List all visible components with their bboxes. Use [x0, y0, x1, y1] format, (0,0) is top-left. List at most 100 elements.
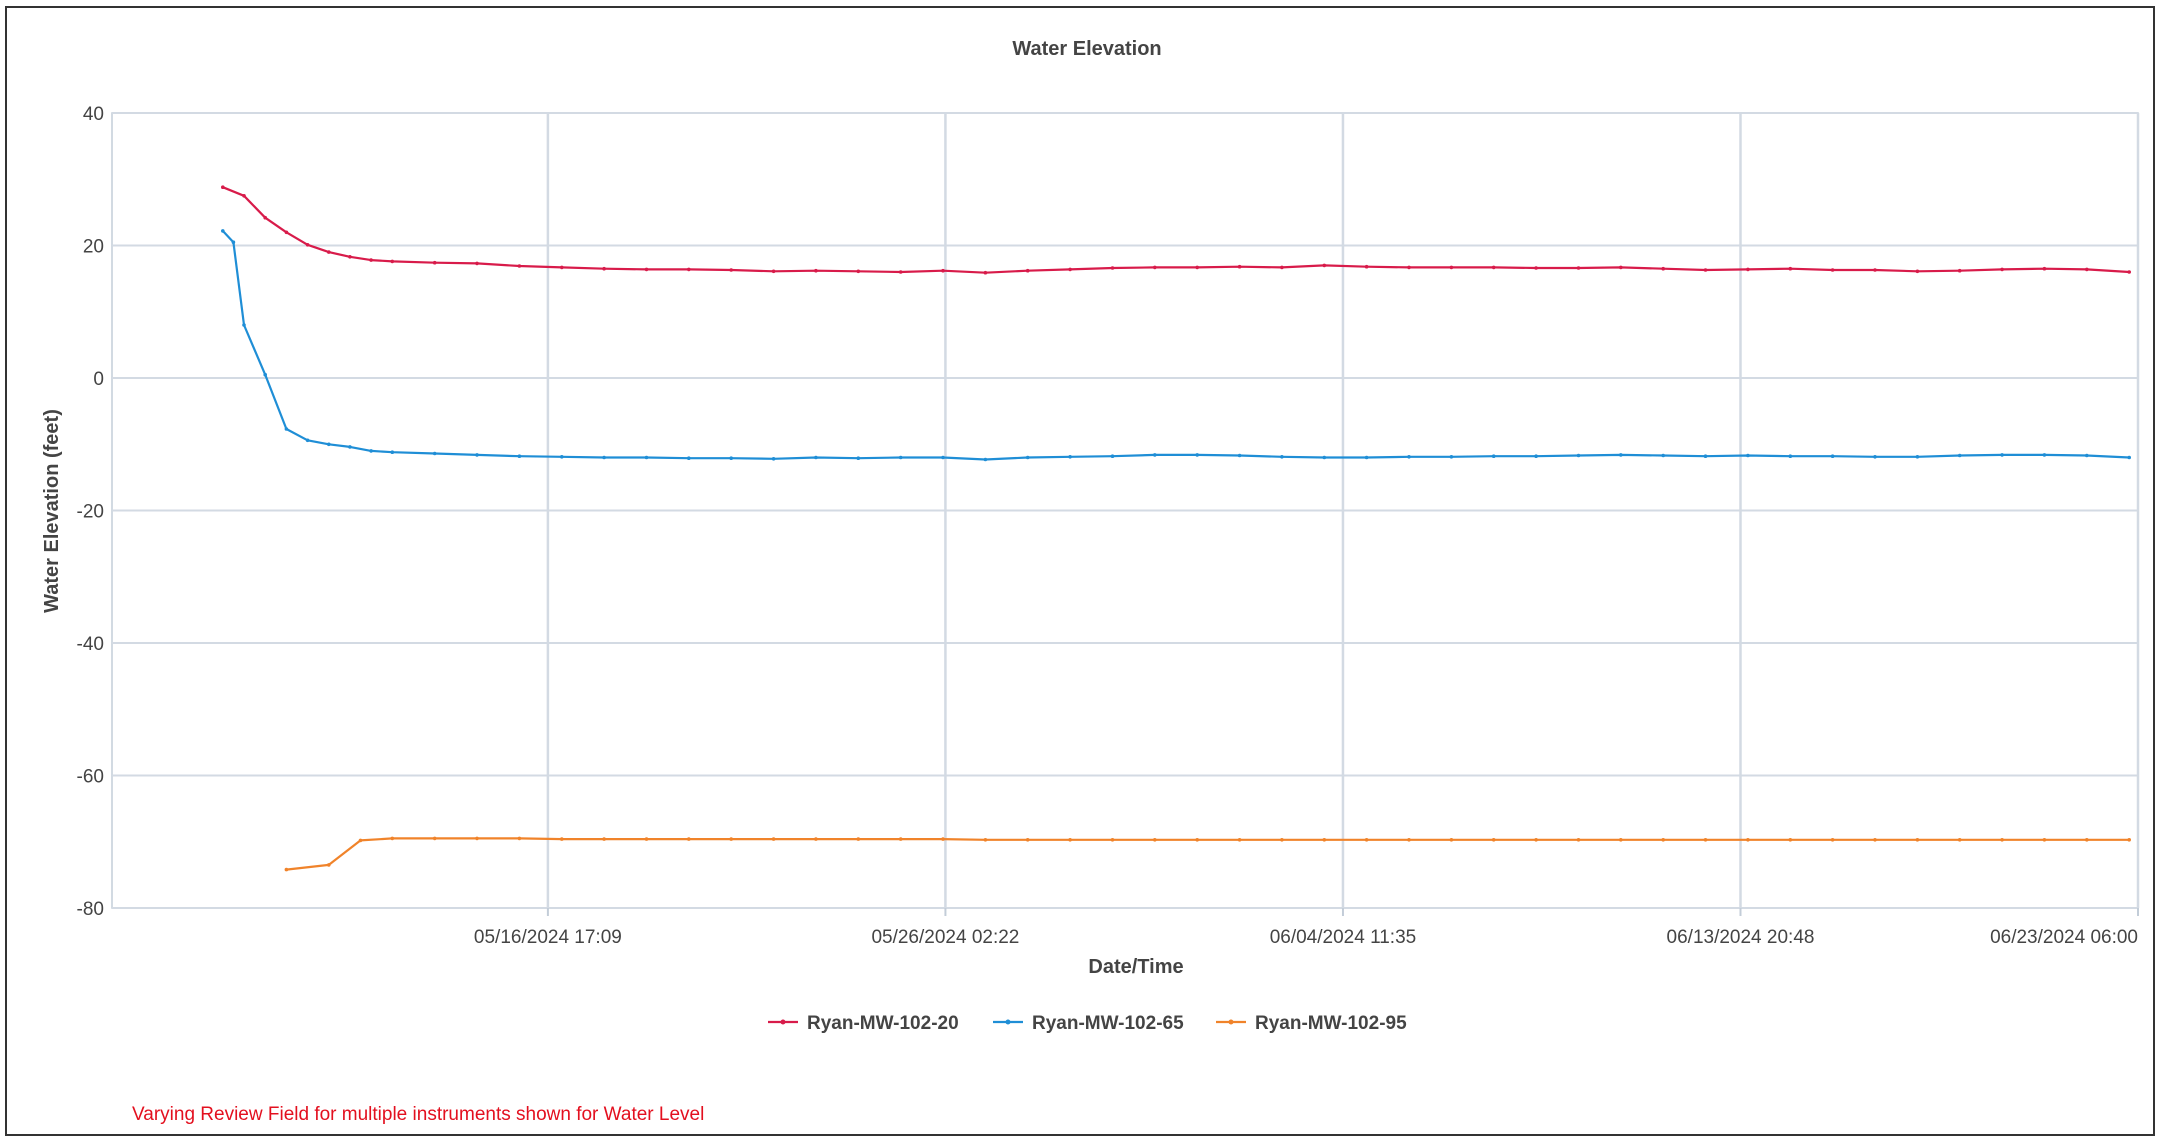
- data-point: [475, 453, 479, 457]
- data-point: [771, 269, 776, 274]
- y-axis-label: Water Elevation (feet): [41, 409, 63, 613]
- data-point: [983, 270, 988, 275]
- data-point: [687, 267, 691, 272]
- data-point: [242, 323, 246, 327]
- data-point: [390, 836, 395, 841]
- data-point: [1407, 265, 1411, 270]
- data-point: [2127, 455, 2131, 460]
- data-point: [1576, 838, 1581, 842]
- data-point: [2085, 838, 2089, 842]
- legend-item[interactable]: Ryan-MW-102-65: [993, 1013, 1184, 1034]
- data-point: [560, 837, 564, 841]
- data-point: [1449, 838, 1454, 842]
- data-point: [941, 837, 945, 841]
- legend-item[interactable]: Ryan-MW-102-95: [1216, 1013, 1407, 1034]
- legend-item[interactable]: Ryan-MW-102-20: [768, 1013, 959, 1034]
- data-point: [1449, 455, 1454, 459]
- data-point: [1068, 267, 1072, 272]
- y-tick-label: 0: [93, 369, 104, 390]
- data-point: [729, 268, 733, 272]
- y-tick-label: 20: [83, 237, 104, 258]
- data-point: [729, 837, 733, 841]
- data-point: [602, 455, 606, 460]
- x-tick-label: 06/23/2024 06:00: [1990, 927, 2138, 948]
- data-point: [983, 457, 988, 462]
- data-point: [1322, 838, 1327, 842]
- data-point: [1746, 838, 1750, 842]
- legend[interactable]: Ryan-MW-102-20 Ryan-MW-102-65 Ryan-MW-102-…: [768, 1013, 1407, 1034]
- data-point: [1746, 267, 1750, 272]
- data-point: [602, 266, 606, 271]
- x-axis-label: Date/Time: [1088, 956, 1183, 978]
- data-point: [1619, 453, 1623, 457]
- data-point: [898, 270, 903, 274]
- data-point: [1280, 265, 1284, 270]
- data-point: [1322, 455, 1327, 460]
- data-point: [1364, 838, 1369, 842]
- data-point: [1110, 454, 1115, 459]
- data-point: [221, 229, 225, 233]
- data-point: [856, 837, 861, 841]
- data-point: [1195, 838, 1199, 842]
- data-point: [941, 455, 945, 460]
- data-point: [2042, 453, 2047, 457]
- data-point: [369, 258, 373, 262]
- data-point: [1491, 838, 1496, 842]
- legend-marker: [1005, 1019, 1011, 1025]
- data-point: [2127, 270, 2131, 274]
- series-Ryan-MW-102-20: [221, 185, 2131, 275]
- data-point: [1491, 265, 1496, 270]
- data-point: [1025, 838, 1030, 842]
- data-point: [1153, 838, 1157, 842]
- data-point: [2000, 838, 2004, 842]
- data-point: [1025, 455, 1030, 460]
- data-point: [432, 260, 437, 265]
- series-layer: [221, 185, 2131, 872]
- data-point: [1322, 263, 1327, 268]
- data-point: [1407, 455, 1411, 459]
- data-point: [771, 837, 776, 841]
- data-point: [1957, 838, 1962, 842]
- data-point: [242, 194, 246, 198]
- data-point: [814, 837, 818, 841]
- x-tick-label: 06/13/2024 20:48: [1667, 927, 1815, 948]
- y-tick-label: -20: [77, 502, 104, 523]
- data-point: [284, 867, 289, 872]
- data-point: [1110, 266, 1115, 270]
- data-point: [390, 450, 395, 455]
- data-point: [327, 250, 331, 254]
- data-point: [284, 230, 289, 235]
- data-point: [517, 264, 522, 268]
- data-point: [814, 268, 818, 273]
- data-point: [305, 243, 310, 247]
- data-point: [1364, 264, 1369, 269]
- data-point: [1068, 838, 1072, 842]
- data-point: [771, 457, 776, 461]
- y-tick-label: -60: [77, 767, 104, 788]
- data-point: [941, 268, 945, 273]
- data-point: [644, 837, 649, 841]
- data-point: [898, 455, 903, 460]
- data-point: [263, 215, 268, 220]
- data-point: [1830, 838, 1835, 842]
- data-point: [729, 456, 733, 461]
- data-point: [1068, 455, 1072, 459]
- data-point: [1703, 454, 1708, 459]
- series-line: [286, 837, 2130, 871]
- data-point: [231, 240, 236, 244]
- legend-marker: [780, 1019, 786, 1025]
- grid: [111, 112, 2140, 916]
- data-point: [898, 837, 903, 841]
- data-point: [1957, 453, 1962, 458]
- legend-label: Ryan-MW-102-95: [1255, 1013, 1407, 1034]
- data-point: [1703, 838, 1708, 842]
- legend-label: Ryan-MW-102-65: [1032, 1013, 1184, 1034]
- data-point: [2042, 266, 2047, 271]
- data-point: [1788, 266, 1793, 271]
- data-point: [644, 267, 649, 272]
- data-point: [1534, 838, 1538, 842]
- series-Ryan-MW-102-95: [284, 836, 2131, 872]
- data-point: [1576, 453, 1581, 458]
- data-point: [1661, 266, 1665, 271]
- data-point: [1957, 268, 1962, 273]
